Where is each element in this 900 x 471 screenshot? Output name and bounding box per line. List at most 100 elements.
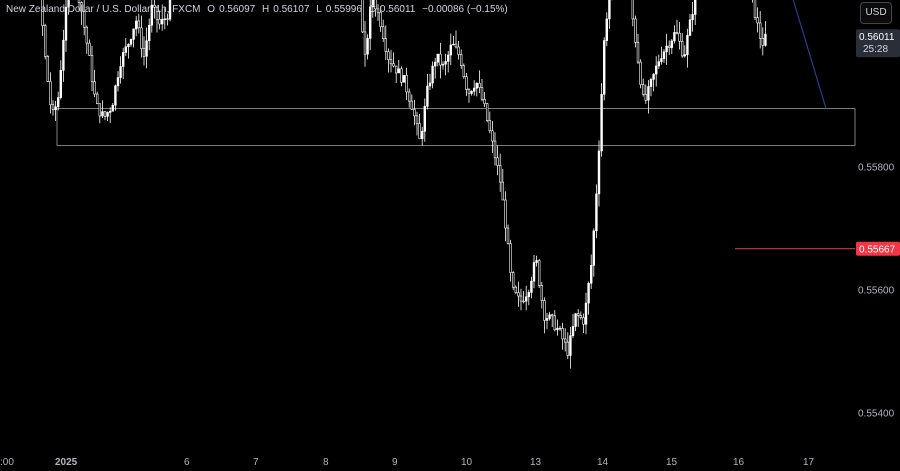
open-label: O [207, 4, 216, 15]
candle-body [452, 43, 455, 46]
candle-body [59, 69, 63, 98]
candle-body [67, 0, 70, 8]
x-tick-label: 15 [666, 457, 678, 468]
candle-body [368, 6, 372, 39]
candle-body [485, 103, 489, 121]
x-tick-label: 6 [184, 457, 190, 468]
change-value: −0.00086 (−0.15%) [422, 4, 508, 15]
support-zone [56, 108, 856, 146]
candle-body [381, 26, 385, 39]
candle-body [587, 282, 590, 304]
candle-body [673, 32, 676, 42]
candle-body [556, 327, 559, 331]
candle-body [168, 0, 172, 20]
candle-body [670, 40, 674, 48]
low-label: L [316, 4, 322, 15]
candle-body [561, 328, 564, 340]
candle-body [428, 82, 432, 87]
x-tick-label: 16 [733, 457, 745, 468]
candle-body [90, 55, 94, 82]
candle-body [522, 300, 525, 303]
candle-body [420, 130, 424, 140]
x-tick-label: 13 [530, 457, 542, 468]
candle-body [161, 19, 164, 25]
x-tick-label: 17 [803, 457, 815, 468]
candle-body [436, 53, 439, 63]
candle-body [88, 42, 91, 56]
candle-body [449, 44, 452, 56]
candle-body [46, 56, 50, 82]
candle-body [137, 20, 140, 29]
candle-body [595, 193, 598, 232]
currency-button[interactable]: USD [860, 2, 892, 24]
x-axis: :00 2025 6 7 8 9 10 13 14 15 16 17 [0, 457, 815, 468]
candle-body [77, 0, 81, 3]
candle-body [545, 318, 549, 321]
candle-body [454, 43, 458, 48]
candle-body [662, 51, 666, 59]
candle-body [366, 38, 369, 55]
candle-body [566, 341, 570, 356]
candle-body [389, 59, 393, 65]
candle-body [517, 292, 520, 297]
candle-body [423, 106, 426, 132]
candle-body [483, 99, 486, 105]
candle-body [49, 81, 52, 106]
candle-body [472, 87, 476, 92]
candle-body [462, 65, 465, 77]
candle-body [56, 97, 60, 108]
countdown-label: 25:28 [863, 44, 888, 55]
candle-body [491, 130, 494, 142]
candle-body [103, 111, 107, 117]
symbol-legend: New Zealand Dollar / U.S. Dollar, 1h, FX… [6, 4, 512, 15]
candle-body [519, 295, 523, 302]
y-tick-label: 0.55600 [858, 286, 895, 297]
candle-body [582, 317, 585, 325]
candle-body [116, 77, 120, 87]
candle-body [558, 327, 562, 330]
candle-body [756, 17, 759, 24]
candle-body [605, 18, 609, 41]
candle-body [537, 260, 541, 286]
candle-body [584, 302, 588, 325]
candle-body [480, 87, 484, 100]
candle-body [119, 66, 122, 78]
candle-body [98, 103, 102, 117]
x-tick-label: 2025 [55, 457, 78, 468]
candle-body [667, 45, 671, 48]
candle-body [532, 262, 536, 282]
candle-body [608, 0, 611, 20]
candle-body [475, 82, 478, 89]
candle-body [122, 52, 125, 67]
candle-body [426, 85, 429, 107]
candle-body [550, 314, 554, 317]
candle-body [498, 165, 502, 183]
candle-body [142, 48, 146, 57]
candle-body [402, 75, 406, 83]
candle-body [569, 335, 572, 356]
candle-body [639, 61, 642, 85]
candle-body [413, 109, 416, 117]
last-price-tag-bg [856, 29, 900, 58]
candle-body [465, 76, 468, 90]
candle-body [361, 0, 364, 33]
candle-body [363, 31, 367, 55]
x-tick-label: 14 [597, 457, 609, 468]
candle-body [548, 314, 551, 319]
candle-body [54, 106, 57, 110]
candle-body [589, 265, 593, 284]
candle-body [405, 75, 408, 93]
candle-body [459, 54, 463, 67]
candle-body [641, 84, 645, 95]
candle-body [374, 0, 377, 10]
candle-body [62, 39, 65, 71]
candle-body [530, 280, 533, 293]
candle-body [535, 260, 538, 263]
candle-body [688, 19, 692, 36]
candle-body [135, 20, 138, 30]
candle-body [132, 28, 135, 40]
candle-body [444, 61, 447, 65]
candle-body [493, 140, 497, 159]
candle-body [83, 11, 86, 28]
